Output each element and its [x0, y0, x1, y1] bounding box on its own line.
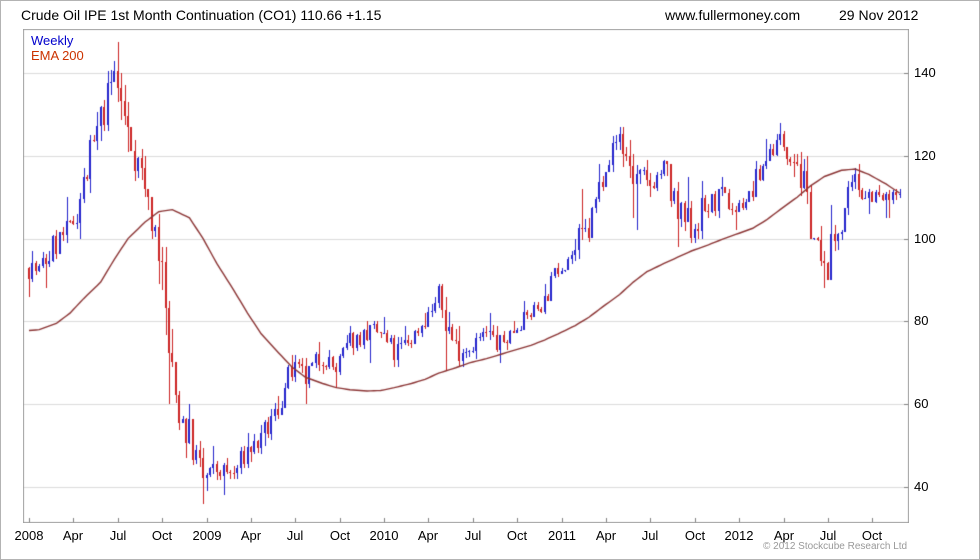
x-axis-label: Jul [464, 528, 482, 543]
x-axis-label: 2009 [192, 528, 222, 543]
legend-weekly-label: Weekly [31, 33, 74, 48]
x-axis-label: 2008 [14, 528, 44, 543]
y-axis-label: 40 [914, 479, 929, 494]
x-axis-label: Jul [109, 528, 127, 543]
x-axis-label: 2012 [724, 528, 754, 543]
website-watermark: www.fullermoney.com [665, 7, 801, 23]
x-axis-label: Apr [595, 528, 617, 543]
y-axis-label: 140 [914, 65, 936, 80]
x-axis-label: Jul [286, 528, 304, 543]
y-axis-label: 100 [914, 231, 936, 246]
x-axis-label: Oct [506, 528, 528, 543]
x-axis-label: Apr [240, 528, 262, 543]
price-chart-canvas [23, 29, 909, 523]
legend-ema200-label: EMA 200 [31, 48, 84, 63]
copyright-notice: © 2012 Stockcube Research Ltd [763, 541, 908, 552]
x-axis-label: Jul [641, 528, 659, 543]
chart-title: Crude Oil IPE 1st Month Continuation (CO… [21, 7, 382, 23]
x-axis-label: 2011 [548, 528, 576, 543]
y-axis-label: 80 [914, 313, 929, 328]
y-axis-label: 60 [914, 396, 929, 411]
x-axis-label: 2010 [369, 528, 399, 543]
chart-date: 29 Nov 2012 [839, 7, 919, 23]
x-axis-label: Oct [329, 528, 351, 543]
x-axis-label: Apr [62, 528, 84, 543]
y-axis-label: 120 [914, 148, 936, 163]
x-axis-label: Apr [417, 528, 439, 543]
x-axis-label: Oct [684, 528, 706, 543]
x-axis-label: Oct [151, 528, 173, 543]
